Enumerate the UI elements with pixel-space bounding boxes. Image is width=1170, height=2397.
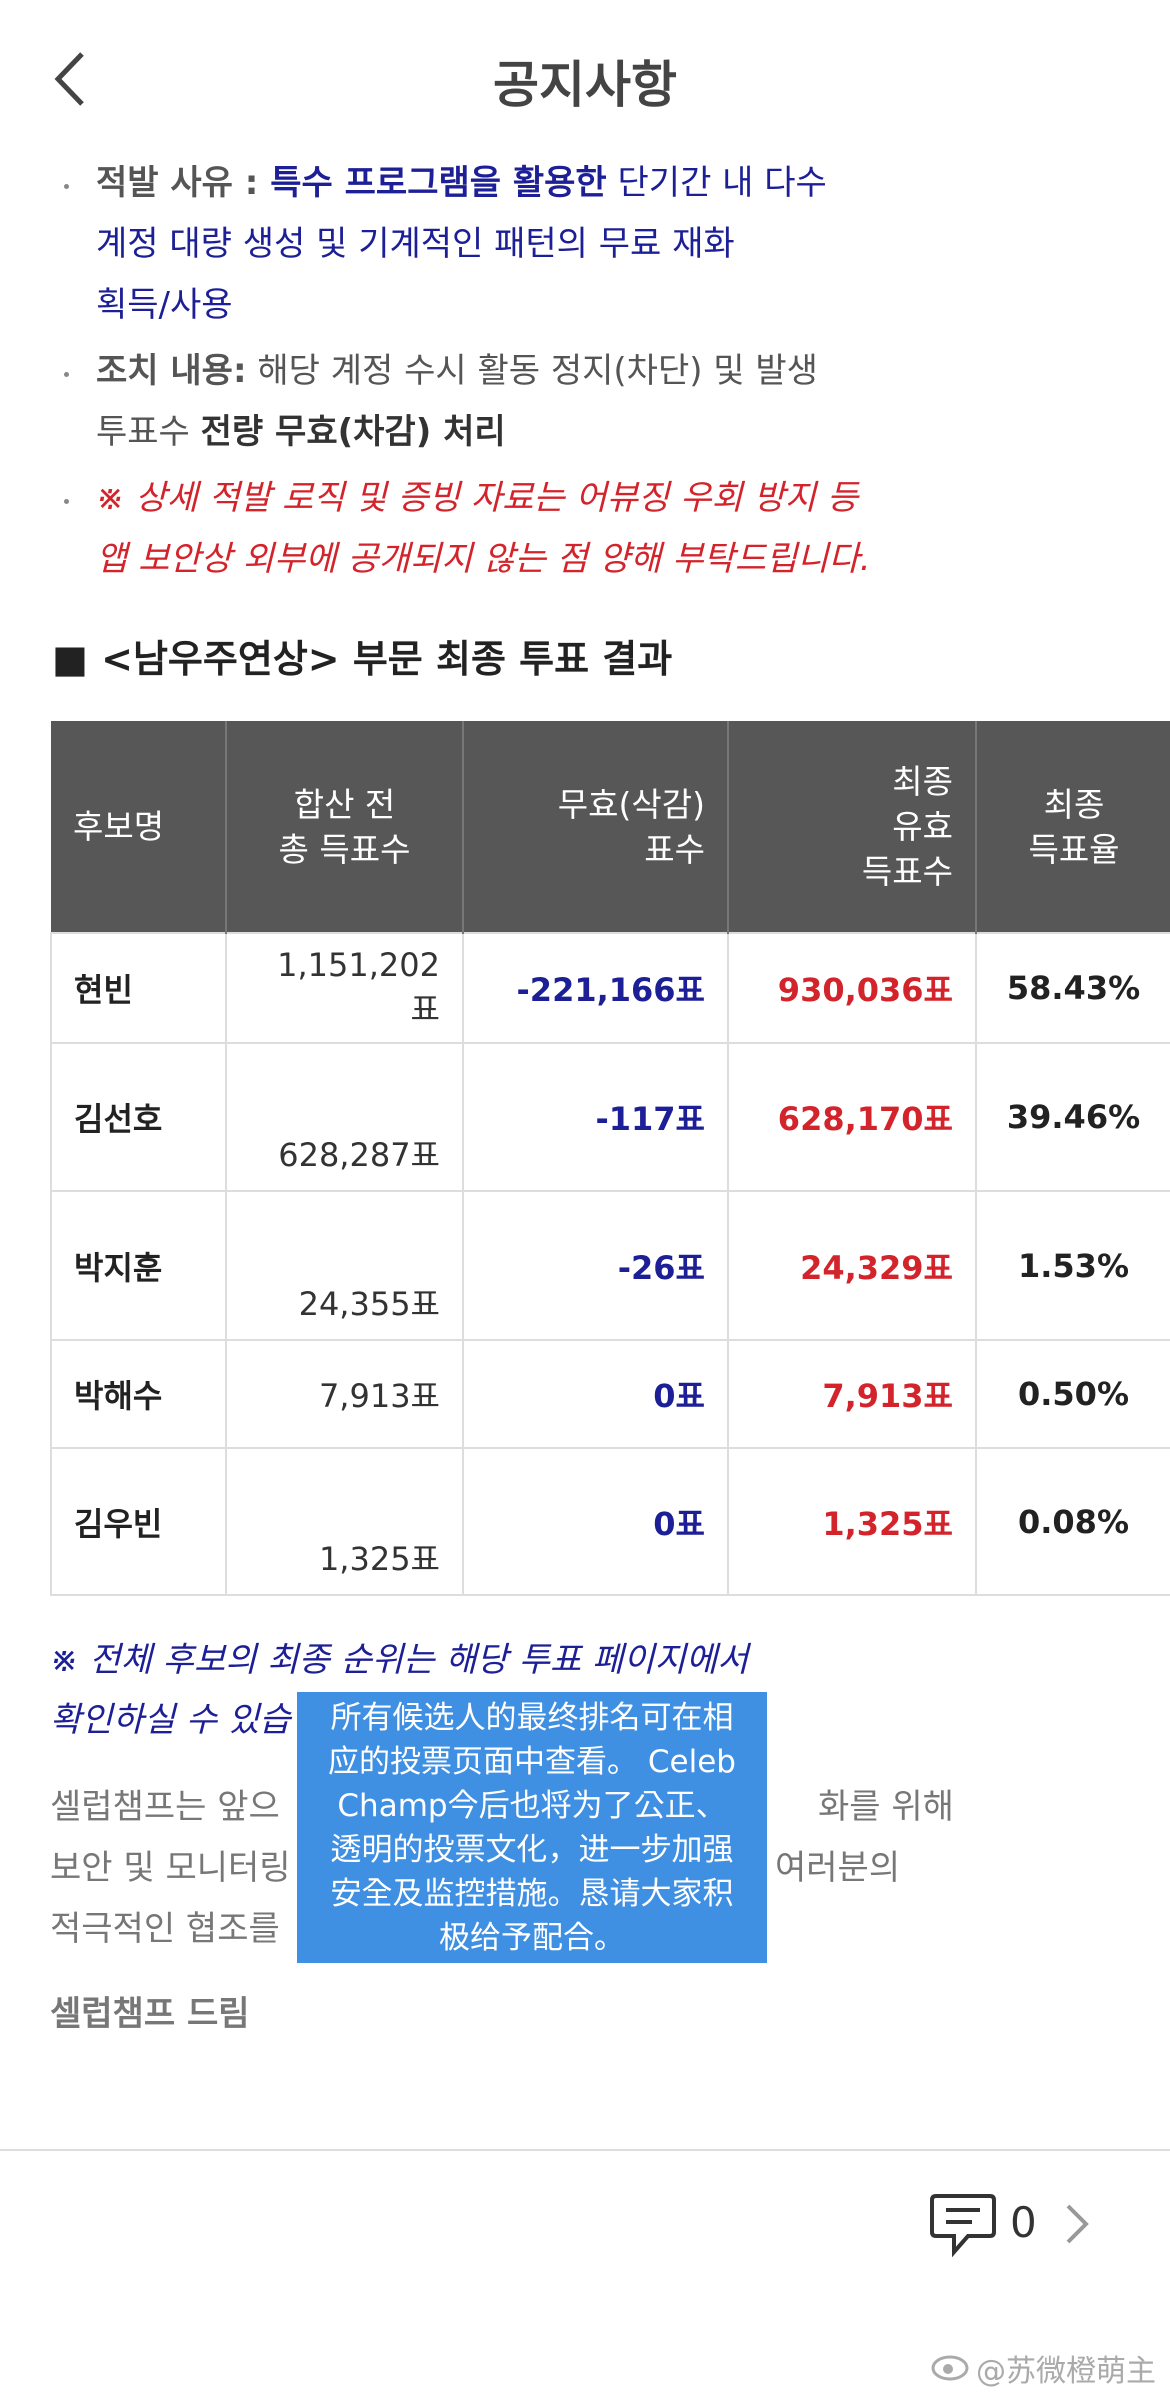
header-line: 최종 [892,762,953,801]
label: 조치 내용: [96,351,247,391]
text-line: 조치 내용: 해당 계정 수시 활동 정지(차단) 및 발생 [96,349,818,393]
header-cell: 후보명 [51,721,227,933]
back-button[interactable] [52,50,88,108]
table-cell: 39.46% [975,1042,1170,1192]
header-line: 합산 전 [293,784,396,824]
text-line: 계정 대량 생성 및 기계적인 패턴의 무료 재화 [96,224,735,264]
translation-overlay: 所有候选人的最终排名可在相 应的投票页面中查看。 Celeb Champ今后也将… [297,1692,767,1963]
divider [0,2149,1170,2151]
overlay-line: 应的投票页面中查看。 Celeb [328,1744,736,1780]
bullet [64,499,69,504]
text: 투표수 [96,412,201,452]
table-cell: 1.53% [975,1190,1170,1341]
bullet [64,184,69,189]
note-line: 확인하실 수 있습 [50,1700,291,1740]
table-cell: 김우빈 [50,1447,227,1596]
table-cell: 김선호 [50,1042,227,1192]
header-line: 최종 [1043,784,1105,824]
overlay-line: 极给予配合。 [439,1920,625,1956]
table-cell: -221,166표 [462,932,729,1044]
chevron[interactable] [1062,2202,1092,2246]
overlay-line: 安全及监控措施。恳请大家积 [330,1876,734,1912]
note-line: ※ 전체 후보의 최종 순위는 해당 투표 페이지에서 [50,1640,749,1680]
table-row: 김우빈 1,325표 0표 1,325표 0.08% [50,1447,1170,1596]
table-cell: 0표 [462,1447,729,1596]
text-line: 적발 사유 : 특수 프로그램을 활용한 단기간 내 다수 [96,161,827,205]
section-title: ■ <남우주연상> 부문 최종 투표 결과 [52,637,673,681]
text-line: ※ 상세 적발 로직 및 증빙 자료는 어뷰징 우회 방지 등 [96,478,859,518]
table-cell: 628,287표 [225,1042,464,1192]
overlay-line: 透明的投票文化，进一步加强 [330,1832,734,1868]
note-line: 보안 및 모니터링 [50,1848,291,1888]
table-cell: 24,329표 [727,1190,977,1341]
table-cell: 0표 [462,1339,729,1449]
table-row: 현빈 1,151,202표 -221,166표 930,036표 58.43% [50,932,1170,1044]
emphasis: 특수 프로그램을 활용한 [270,163,607,203]
table-cell: 박지훈 [50,1190,227,1341]
table-row: 김선호 628,287표 -117표 628,170표 39.46% [50,1042,1170,1192]
overlay-line: 所有候选人的最终排名可在相 [330,1700,734,1736]
table-cell: 7,913표 [225,1339,464,1449]
table-cell: 7,913표 [727,1339,977,1449]
weibo-logo [931,2355,969,2381]
page-title: 공지사항 [493,56,677,114]
comment-icon[interactable] [928,2190,1000,2262]
note-line: 적극적인 협조를 [50,1909,280,1949]
header-line: 득표율 [1028,829,1120,869]
watermark: @苏微橙萌主 [976,2354,1156,2389]
table-row: 박지훈 24,355표 -26표 24,329표 1.53% [50,1190,1170,1341]
table-cell: 현빈 [50,932,227,1044]
table-cell: 박해수 [50,1339,227,1449]
text-line: 앱 보안상 외부에 공개되지 않는 점 양해 부탁드립니다. [96,539,871,579]
table-row: 박해수 7,913표 0표 7,913표 0.50% [50,1339,1170,1449]
table-cell: 628,170표 [727,1042,977,1192]
table-cell: 24,355표 [225,1190,464,1341]
label: 적발 사유 : [96,163,271,203]
comment-count[interactable]: 0 [1010,2198,1037,2247]
overlay-line: Champ今后也将为了公正、 [337,1788,727,1824]
table-cell: 0.08% [975,1447,1170,1596]
text: 해당 계정 수시 활동 정지(차단) 및 발생 [246,351,818,391]
signature: 셀럽챔프 드림 [50,1994,250,2034]
emphasis: 전량 무효(차감) 처리 [200,412,506,452]
table-cell: -26표 [462,1190,729,1341]
header-line: 무효(삭감) [557,784,705,824]
table-cell: 0.50% [975,1339,1170,1449]
header-line: 유효 [892,807,953,846]
table-cell: 1,325표 [225,1447,464,1596]
text-line: 획득/사용 [96,285,233,325]
note-line: 여러분의 [775,1848,901,1888]
text-line: 투표수 전량 무효(차감) 처리 [96,410,506,454]
table-cell: 930,036표 [727,932,977,1044]
note-line: 화를 위해 [818,1787,954,1827]
header-line: 득표수 [861,852,953,891]
header-line: 표수 [644,829,705,869]
table-cell: 1,151,202표 [225,932,464,1044]
header-line: 총 득표수 [278,829,411,869]
table-cell: -117표 [462,1042,729,1192]
header-cell: 무효(삭감) 표수 [463,721,729,933]
table-cell: 58.43% [975,932,1170,1044]
table-cell: 1,325표 [727,1447,977,1596]
text: 단기간 내 다수 [606,163,827,203]
note-line: 셀럽챔프는 앞으 [50,1787,280,1827]
bullet [64,372,69,377]
header-line: 후보명 [73,807,165,846]
